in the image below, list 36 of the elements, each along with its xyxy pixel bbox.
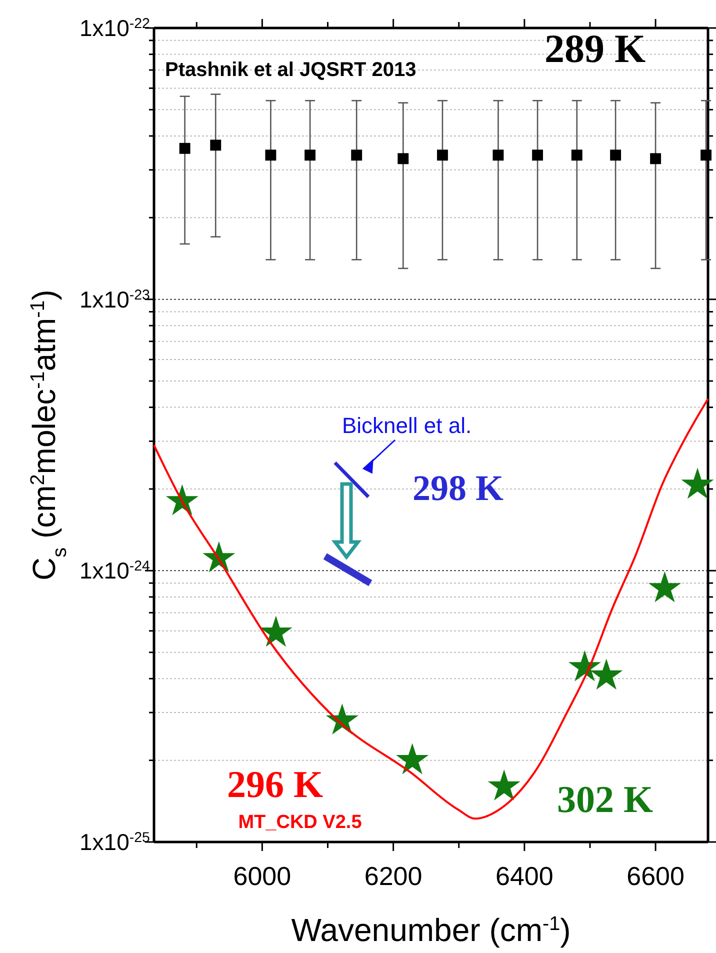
series-label: 302 K <box>556 779 654 821</box>
point <box>568 650 602 682</box>
point <box>571 150 582 161</box>
point <box>351 150 362 161</box>
point <box>700 150 712 161</box>
point <box>179 142 190 154</box>
annotation: Ptashnik et al JQSRT 2013 <box>165 59 416 81</box>
x-tick-label: 6000 <box>233 861 292 892</box>
y-tick-label: 1x10$^{-24}$ <box>80 558 150 584</box>
point <box>532 150 544 161</box>
point <box>590 658 623 690</box>
series-label: 296 K <box>226 764 324 806</box>
point <box>648 571 682 602</box>
x-tick-label: 6600 <box>626 861 684 892</box>
series-label: 298 K <box>412 468 504 508</box>
point <box>304 150 316 161</box>
point <box>265 150 276 161</box>
y-tick-label: 1x10$^{-25}$ <box>80 829 150 856</box>
x-axis-title: Wavenumber (cm$^{-1}$) <box>291 912 571 948</box>
x-tick-label: 6200 <box>364 861 422 892</box>
point <box>488 769 520 800</box>
y-tick-label: 1x10$^{-22}$ <box>80 15 150 42</box>
legend-label: 289 K <box>544 26 646 71</box>
point <box>398 153 409 164</box>
point <box>492 150 504 161</box>
point <box>650 153 662 164</box>
annotation: MT_CKD V2.5 <box>238 812 362 833</box>
point <box>396 743 429 774</box>
x-tick-label: 6400 <box>496 861 554 892</box>
point <box>681 468 714 499</box>
point <box>260 616 292 647</box>
point <box>436 150 448 161</box>
annotation: Bicknell et al. <box>342 413 472 438</box>
point <box>610 150 622 161</box>
point <box>210 140 222 151</box>
y-tick-label: 1x10$^{-23}$ <box>80 286 150 312</box>
